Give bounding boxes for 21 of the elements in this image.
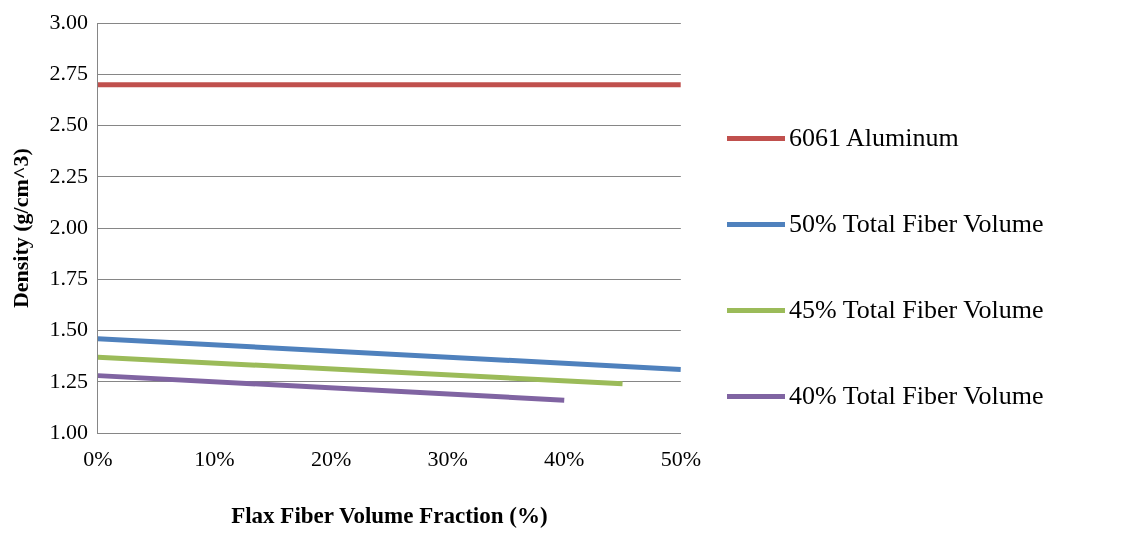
y-tick-label: 1.00 xyxy=(49,418,88,444)
y-tick-label: 3.00 xyxy=(49,8,88,34)
x-axis-title: Flax Fiber Volume Fraction (%) xyxy=(231,503,548,529)
y-tick-label: 2.25 xyxy=(49,162,88,188)
legend-label: 40% Total Fiber Volume xyxy=(789,381,1044,411)
y-tick-label: 2.75 xyxy=(49,60,88,86)
y-tick-label: 1.25 xyxy=(49,367,88,393)
legend-label: 50% Total Fiber Volume xyxy=(789,209,1044,239)
x-tick-label: 50% xyxy=(660,445,701,471)
y-axis-title: Density (g/cm^3) xyxy=(7,148,33,309)
y-tick-label: 2.00 xyxy=(49,213,88,239)
x-tick-label: 40% xyxy=(544,445,585,471)
y-tick-label: 2.50 xyxy=(49,111,88,137)
x-tick-label: 0% xyxy=(83,445,113,471)
x-tick-label: 20% xyxy=(310,445,352,471)
x-tick-label: 10% xyxy=(194,445,235,471)
y-tick-label: 1.75 xyxy=(49,265,88,291)
legend-label: 6061 Aluminum xyxy=(789,123,959,153)
x-tick-label: 30% xyxy=(427,445,468,471)
y-tick-label: 1.50 xyxy=(49,316,88,342)
legend-label: 45% Total Fiber Volume xyxy=(789,295,1044,325)
